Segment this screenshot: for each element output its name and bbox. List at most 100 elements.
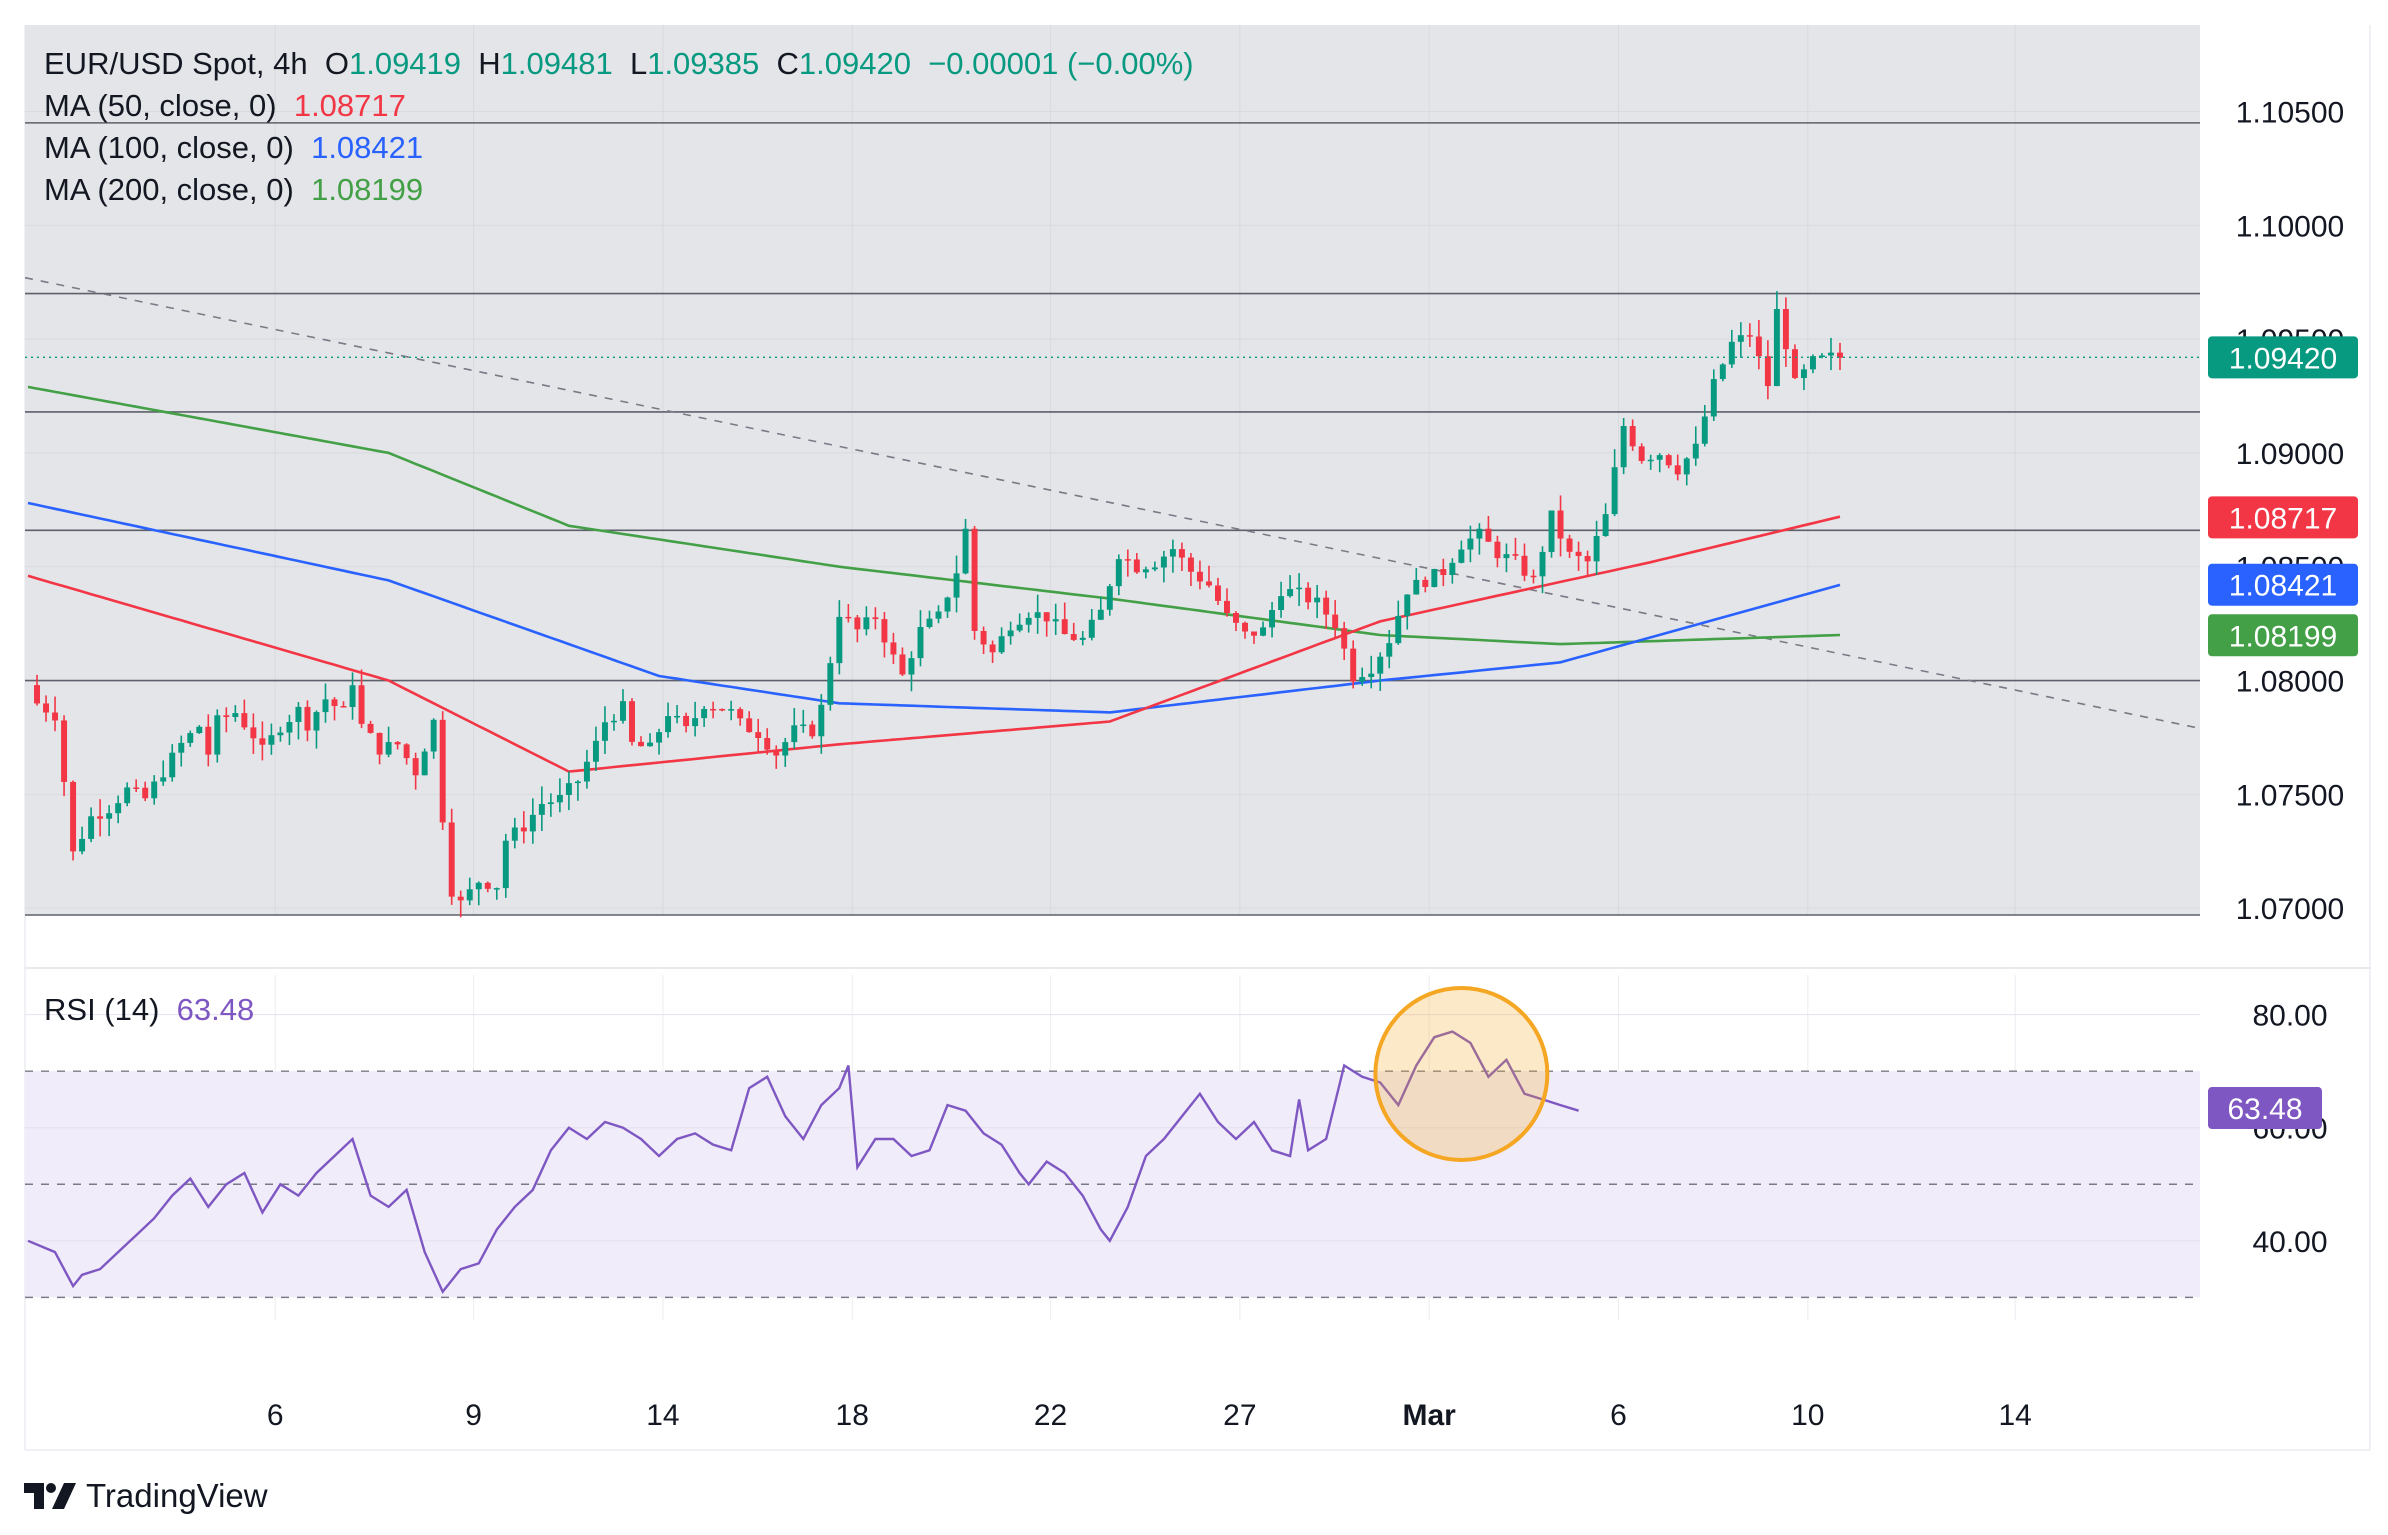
price-tick-label: 1.07500 <box>2236 779 2344 812</box>
candle <box>124 782 131 807</box>
candle-body <box>647 742 654 747</box>
ma200-line <box>27 385 1841 646</box>
candle <box>1746 323 1753 348</box>
candle-body <box>1701 416 1708 444</box>
candle-body <box>538 804 545 815</box>
candle <box>376 732 383 765</box>
candle-body <box>683 715 690 727</box>
candle-body <box>160 777 167 782</box>
candle <box>610 714 617 731</box>
candle-body <box>1359 677 1366 682</box>
candle-body <box>610 720 617 723</box>
candle-body <box>1332 614 1339 629</box>
candle-body <box>773 749 780 756</box>
candle-body <box>1683 458 1690 475</box>
candle <box>1007 621 1014 645</box>
candle <box>385 726 392 758</box>
candle-body <box>403 744 410 759</box>
candle <box>1115 554 1122 596</box>
candle <box>1413 567 1420 595</box>
candle <box>313 710 320 749</box>
candle <box>529 798 536 844</box>
candle-body <box>1611 467 1618 515</box>
candle-body <box>1079 637 1086 640</box>
ma100-badge-text: 1.08421 <box>2229 570 2337 603</box>
candle <box>827 656 834 711</box>
candle-body <box>908 658 915 675</box>
candle-body <box>43 703 50 713</box>
candle-body <box>385 742 392 755</box>
candle-body <box>439 719 446 823</box>
ma100-badge-bg <box>2208 563 2358 606</box>
candle <box>1647 454 1654 470</box>
candle <box>331 697 338 721</box>
candle-body <box>412 758 419 776</box>
candle-body <box>277 732 284 736</box>
candle-body <box>1467 538 1474 550</box>
candle <box>638 736 644 747</box>
time-tick-label: Mar <box>1402 1399 1456 1432</box>
tradingview-logo[interactable]: TradingView <box>24 1477 268 1515</box>
ma200-badge-text: 1.08199 <box>2229 620 2337 653</box>
candle <box>683 712 690 733</box>
candle <box>926 610 933 629</box>
candle-body <box>863 617 870 630</box>
candle-body <box>295 706 302 722</box>
candle-body <box>79 838 86 852</box>
candle-body <box>1350 648 1357 682</box>
candle-body <box>466 889 473 901</box>
candle-body <box>701 708 708 719</box>
candle-body <box>241 713 248 728</box>
candle-body <box>917 627 924 659</box>
candle <box>565 771 572 811</box>
candle <box>1629 419 1636 451</box>
candle <box>1224 588 1230 617</box>
candle <box>1656 453 1663 473</box>
candle <box>773 745 780 769</box>
candle-body <box>1043 612 1050 622</box>
candle <box>962 518 969 575</box>
candle-body <box>827 663 834 705</box>
candle <box>88 807 95 843</box>
candle <box>43 695 50 722</box>
candle-body <box>106 813 113 819</box>
candle <box>620 689 626 724</box>
candle-body <box>1115 559 1122 587</box>
candle <box>1151 561 1158 572</box>
candle <box>106 805 113 837</box>
candle <box>818 694 825 754</box>
candle-body <box>1710 379 1717 417</box>
ma50-value: 1.08717 <box>293 88 406 123</box>
candle <box>737 707 744 726</box>
candle <box>989 640 996 663</box>
candle <box>232 705 239 722</box>
candle <box>1692 426 1699 466</box>
candle-body <box>1512 554 1519 556</box>
candle-body <box>854 617 861 630</box>
candle <box>1214 577 1221 606</box>
candle-body <box>1287 589 1294 597</box>
candle-body <box>223 715 230 718</box>
candle-body <box>962 528 969 574</box>
candle <box>493 887 500 900</box>
candle <box>1593 520 1600 575</box>
candle <box>538 786 545 831</box>
candle <box>556 778 563 813</box>
candle <box>1791 344 1798 380</box>
candle <box>457 890 464 918</box>
candle <box>196 725 203 734</box>
candle <box>403 743 410 765</box>
candle-body <box>1061 619 1068 635</box>
ma100-value: 1.08421 <box>311 130 424 165</box>
candle-body <box>583 761 590 782</box>
candle <box>1034 594 1041 634</box>
candle <box>583 749 590 789</box>
candle <box>1737 322 1744 358</box>
candle-body <box>232 713 239 718</box>
trendline <box>24 276 2201 730</box>
candle-body <box>331 699 338 707</box>
candle <box>133 779 140 792</box>
candle-body <box>1530 575 1537 578</box>
candle <box>1557 495 1564 557</box>
candle-body <box>1566 538 1573 552</box>
